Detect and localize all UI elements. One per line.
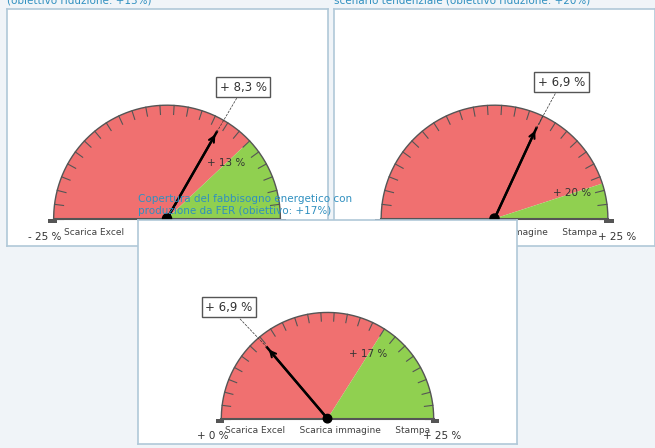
Wedge shape [381, 105, 603, 219]
Wedge shape [167, 141, 280, 219]
Circle shape [162, 214, 172, 223]
Text: Scarica Excel     Scarica immagine     Stampa: Scarica Excel Scarica immagine Stampa [392, 228, 597, 237]
Text: + 0 %: + 0 % [197, 431, 229, 441]
Bar [216, 418, 225, 423]
Wedge shape [54, 105, 250, 219]
Text: + 25 %: + 25 % [271, 232, 309, 242]
Circle shape [490, 214, 499, 223]
Circle shape [324, 414, 331, 423]
Text: Riduzione del fabbisogno energetico rispetto allo
scenario tendenziale (obiettiv: Riduzione del fabbisogno energetico risp… [334, 0, 591, 5]
Text: + 13 %: + 13 % [208, 158, 246, 168]
Text: Riduzione emissioni CO₂ non ETS rispetto al 2005
(obiettivo riduzione: +13%): Riduzione emissioni CO₂ non ETS rispetto… [7, 0, 265, 5]
Text: + 6,9 %: + 6,9 % [205, 301, 252, 314]
Bar [605, 219, 614, 223]
Text: Copertura del fabbisogno energetico con
produzione da FER (obiettivo: +17%): Copertura del fabbisogno energetico con … [138, 194, 352, 216]
Text: + 6,9 %: + 6,9 % [538, 76, 585, 89]
Text: + 20 %: + 20 % [553, 188, 591, 198]
Text: + 25 %: + 25 % [598, 232, 636, 242]
Bar [375, 219, 384, 223]
Text: + 17 %: + 17 % [349, 349, 388, 359]
Wedge shape [328, 329, 434, 418]
Text: + 8,3 %: + 8,3 % [220, 81, 267, 94]
Bar [430, 418, 439, 423]
Text: - 25 %: - 25 % [356, 232, 389, 242]
Text: Scarica Excel     Scarica immagine     Stampa: Scarica Excel Scarica immagine Stampa [64, 228, 270, 237]
Text: + 25 %: + 25 % [423, 431, 461, 441]
Text: - 25 %: - 25 % [28, 232, 62, 242]
Wedge shape [221, 312, 384, 418]
Bar [277, 219, 286, 223]
Wedge shape [495, 184, 608, 219]
Text: Scarica Excel     Scarica immagine     Stampa: Scarica Excel Scarica immagine Stampa [225, 426, 430, 435]
Bar [48, 219, 57, 223]
